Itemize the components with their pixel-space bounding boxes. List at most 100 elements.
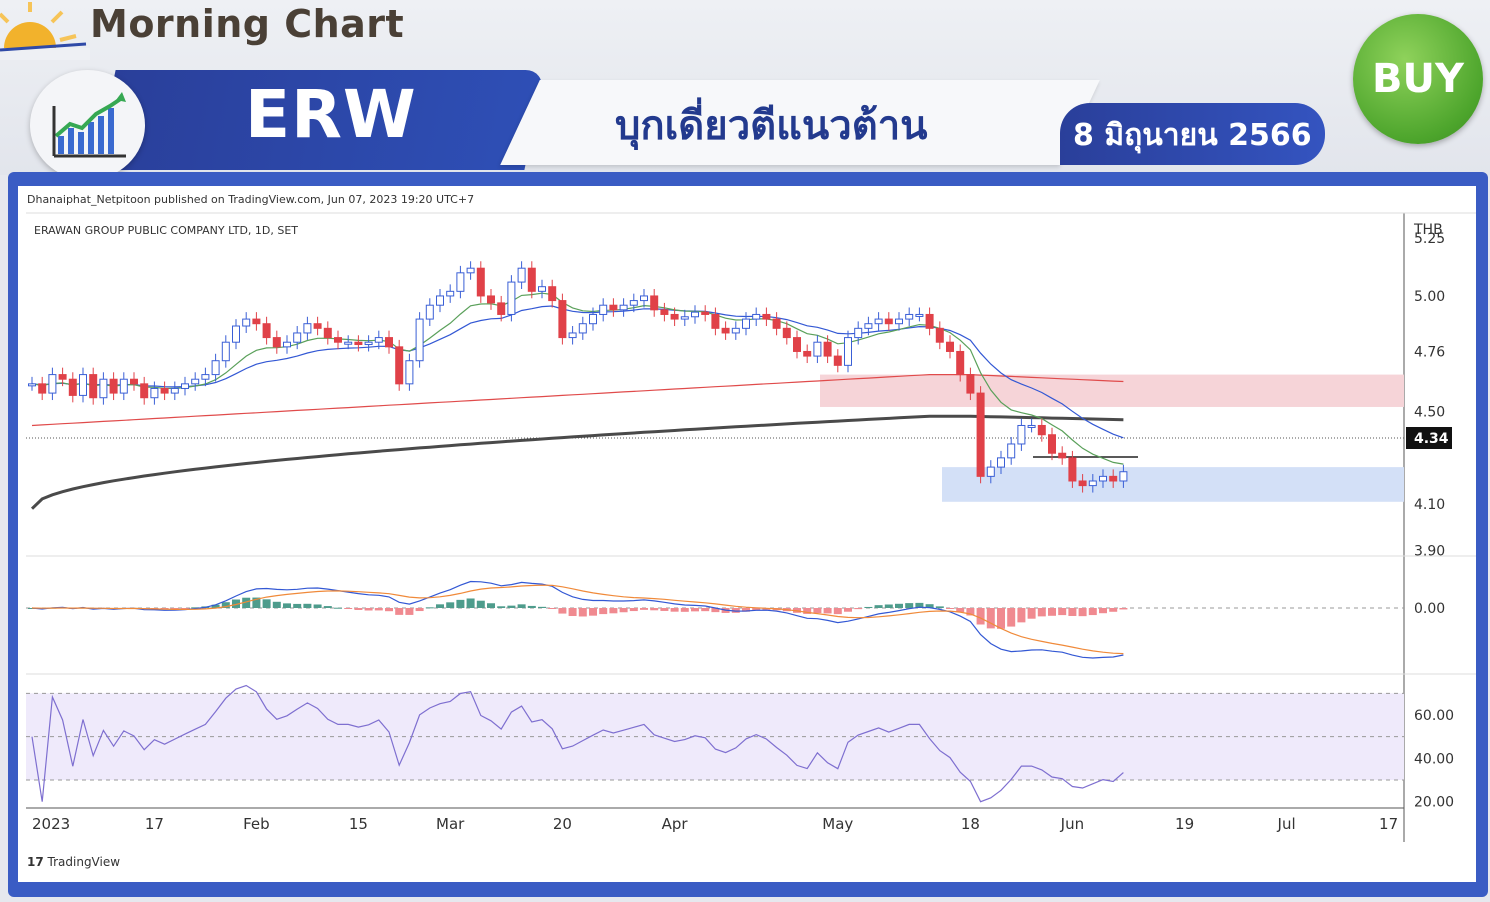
candle-body <box>538 286 546 292</box>
candle-body <box>772 318 781 329</box>
candle-body <box>119 378 128 394</box>
macd-histogram-bar <box>599 608 608 615</box>
candle-body <box>527 267 536 292</box>
price-tick-label: 4.10 <box>1414 497 1445 513</box>
macd-histogram-bar <box>629 608 638 612</box>
time-axis-label: May <box>822 815 853 833</box>
macd-histogram-bar <box>1068 608 1077 616</box>
macd-histogram-bar <box>803 608 812 614</box>
macd-histogram-bar <box>589 608 597 616</box>
candle-body <box>803 350 812 357</box>
candle-body <box>701 311 710 315</box>
macd-histogram-bar <box>558 608 567 614</box>
candle-body <box>1007 443 1016 459</box>
candle-body <box>854 327 863 339</box>
macd-histogram-bar <box>293 603 302 608</box>
candle-body <box>731 327 740 334</box>
last-price-badge: 4.34 <box>1406 427 1452 449</box>
headline-text: บุกเดี่ยวตีแนวต้าน <box>615 103 928 149</box>
macd-histogram-bar <box>425 607 434 609</box>
rsi-tick-label: 20.00 <box>1414 795 1454 811</box>
macd-tick-label: 0.00 <box>1414 601 1445 617</box>
macd-histogram-bar <box>385 608 393 612</box>
date-text: 8 มิถุนายน 2566 <box>1073 118 1312 153</box>
macd-histogram-bar <box>303 603 312 608</box>
macd-histogram-bar <box>211 604 220 608</box>
macd-histogram-bar <box>976 608 985 625</box>
macd-histogram-bar <box>1027 608 1036 619</box>
candle-body <box>466 267 475 274</box>
macd-histogram-bar <box>1109 608 1118 612</box>
resistance-zone <box>820 374 1404 407</box>
candle-body <box>986 466 995 477</box>
macd-histogram-bar <box>1048 608 1056 616</box>
chart-growth-icon <box>52 92 126 158</box>
candle-body <box>232 325 240 343</box>
macd-histogram-bar <box>660 608 669 611</box>
macd-histogram-bar <box>374 608 383 611</box>
candle-body <box>813 341 822 357</box>
candle-body <box>425 304 434 320</box>
macd-histogram-bar <box>1078 608 1087 617</box>
macd-histogram-bar <box>986 608 995 629</box>
candle-body <box>385 337 393 348</box>
candle-body <box>578 323 587 334</box>
candle-body <box>884 318 893 325</box>
candle-body <box>109 378 118 394</box>
candle-body <box>793 337 801 352</box>
candle-body <box>670 313 679 320</box>
ma-200-line <box>30 414 1124 510</box>
macd-histogram-bar <box>844 608 852 612</box>
macd-histogram-bar <box>956 608 965 612</box>
date-banner <box>1060 103 1325 165</box>
candle-body <box>507 281 516 315</box>
brand-title: Morning Chart <box>90 2 405 46</box>
candle-body <box>762 313 771 320</box>
candle-body <box>487 295 495 304</box>
price-tick-label: 4.76 <box>1414 344 1445 360</box>
macd-histogram-bar <box>232 599 240 608</box>
candle-body <box>558 300 567 339</box>
candle-body <box>38 383 47 394</box>
candle-body <box>58 374 67 380</box>
macd-histogram-bar <box>680 608 689 612</box>
candle-body <box>497 302 506 315</box>
currency-label: THB <box>1413 222 1443 238</box>
macd-signal-line <box>31 584 1124 655</box>
macd-histogram-bar <box>1099 608 1107 614</box>
candle-body <box>925 313 934 329</box>
macd-histogram-bar <box>946 608 954 609</box>
macd-histogram-bar <box>997 608 1005 629</box>
ma-slow-line <box>31 374 1124 427</box>
macd-histogram-bar <box>313 604 322 608</box>
candle-body <box>966 374 975 394</box>
candle-body <box>1017 424 1026 445</box>
sun-logo-icon <box>0 2 90 60</box>
macd-histogram-bar <box>742 608 750 612</box>
candle-body <box>48 374 57 394</box>
candle-body <box>313 323 322 329</box>
macd-histogram-bar <box>446 602 455 608</box>
candle-body <box>752 313 761 320</box>
candle-body <box>221 341 230 362</box>
macd-histogram-bar <box>476 600 485 608</box>
macd-histogram-bar <box>752 608 761 611</box>
macd-histogram-bar <box>833 608 842 615</box>
time-axis-label: 15 <box>349 815 368 833</box>
macd-histogram-bar <box>160 608 169 610</box>
macd-histogram-bar <box>517 604 526 608</box>
tradingview-logo: 17 TradingView <box>27 855 120 869</box>
macd-histogram-bar <box>895 603 903 608</box>
candle-body <box>476 267 485 297</box>
macd-histogram-bar <box>354 608 363 610</box>
time-axis-label: 19 <box>1175 815 1194 833</box>
macd-histogram-bar <box>252 597 261 608</box>
candle-body <box>548 286 557 302</box>
candle-body <box>680 316 689 320</box>
candle-body <box>844 337 852 366</box>
price-tick-label: 4.50 <box>1414 405 1445 421</box>
candle-body <box>334 337 342 343</box>
macd-histogram-bar <box>1119 608 1128 610</box>
macd-histogram-bar <box>701 608 710 612</box>
candle-body <box>130 378 138 385</box>
